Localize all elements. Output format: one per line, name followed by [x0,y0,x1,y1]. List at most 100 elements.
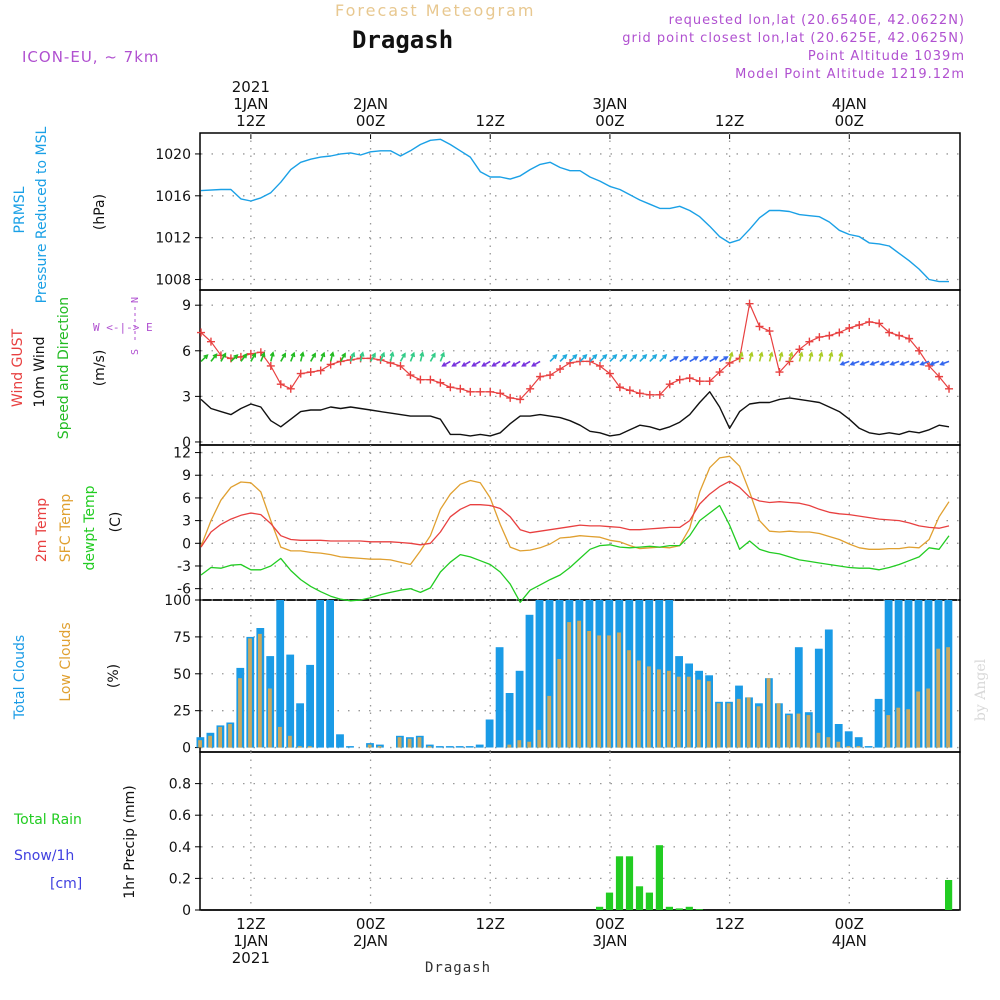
wind-direction-arrowhead [371,352,376,358]
wind-direction-arrow [880,360,890,366]
wind-gust-marker [316,366,325,375]
wind-direction-arrowhead [632,354,638,360]
wind-direction-arrow [910,360,920,366]
wind-direction-arrow [798,352,803,362]
wind-direction-arrow [290,352,295,362]
wind-direction-arrowhead [233,354,239,360]
wind-direction-arrow [719,356,728,363]
low-cloud-bar [786,715,791,748]
top-time-label: 12Z [476,112,505,130]
low-cloud-bar [517,740,522,748]
wind-direction-arrow [748,352,753,362]
total-cloud-bar [914,600,923,748]
temp-ytick-label: 12 [173,446,191,462]
wind-direction-arrowhead [269,351,275,357]
wind-direction-arrow [619,354,627,362]
pressure-ytick-label: 1012 [155,231,191,247]
bottom-time-label: 1JAN [233,932,268,950]
low-cloud-bar [637,660,641,748]
wind-direction-arrow [728,352,733,362]
bottom-time-label: 00Z [356,915,385,933]
wind-direction-arrowhead [552,354,558,360]
wind-direction-arrow [569,354,577,362]
wind-gust-marker [556,365,565,374]
wind-direction-arrowhead [713,356,719,361]
compass-n: N [130,297,141,303]
wind-gust-marker [496,389,505,398]
wind-direction-arrowhead [818,351,824,357]
wind-gust-marker [595,361,604,370]
low-cloud-bar [208,735,212,748]
wind-direction-arrowhead [501,362,507,367]
wind-direction-arrow [521,360,531,367]
wind-gust-marker [655,390,664,399]
wind-gust-marker [685,374,694,383]
wind-ytick-label: 6 [182,344,191,360]
total-cloud-bar [834,724,843,748]
temp-sfc-label: SFC Temp [58,494,74,563]
rain-bar [605,892,614,910]
wind-direction-arrowhead [419,351,425,357]
wind-ytick-label: 0 [182,435,191,451]
total-cloud-bar [904,600,913,748]
wind-direction-arrow [818,352,823,362]
wind-gust-marker [715,368,724,377]
temp-ytick-label: 3 [182,514,191,530]
total-cloud-bar [445,746,454,748]
low-cloud-bar [258,633,262,748]
clouds-unit: (%) [106,664,122,688]
wind-gust-marker [835,328,844,337]
temp-2m-line [200,480,950,548]
wind-direction-arrowhead [380,351,386,358]
temp-ytick-label: 9 [182,468,191,484]
wind-gust-marker [306,368,315,377]
wind-direction-arrowhead [673,356,679,361]
wind-direction-arrowhead [909,361,915,366]
pressure-line [200,138,949,283]
low-cloud-bar [916,691,921,748]
wind-direction-arrowhead [431,352,436,358]
wind-panel-frame [199,289,961,446]
wind-direction-arrow [850,360,860,366]
bottom-time-label: 2021 [232,949,270,967]
precip-axis-label: 1hr Precip (mm) [122,785,138,898]
low-cloud-bar [906,709,911,748]
total-cloud-bar [465,746,474,748]
total-cloud-bar [435,746,444,748]
low-cloud-bar [756,706,761,748]
grid-lines [201,133,959,911]
temp-2m-label: 2m Temp [34,498,50,562]
total-cloud-bar [286,654,295,748]
wind-direction-arrow [200,354,209,362]
wind-direction-arrowhead [531,362,537,367]
wind-direction-arrow [409,352,415,362]
total-cloud-bar [455,746,464,748]
wind-direction-arrowhead [859,361,865,366]
wind-gust-marker [945,384,954,393]
low-cloud-bar [218,726,222,748]
wind-gust-marker [935,372,944,381]
wind-direction-arrowhead [642,354,648,360]
low-cloud-bar [706,681,711,748]
requested-coords: requested lon,lat (20.6540E, 42.0622N) [669,13,965,28]
precip-ytick-label: 0 [182,903,191,919]
total-cloud-bar [296,703,304,748]
temp-panel-frame [199,444,961,601]
total-cloud-bar [525,614,534,748]
top-time-label: 3JAN [592,95,627,113]
low-cloud-bar [427,746,432,748]
wind-direction-arrowhead [838,351,844,357]
low-cloud-bar [507,744,512,748]
low-cloud-bar [547,695,552,748]
wind-direction-arrow [369,353,376,362]
low-cloud-bar [776,703,781,748]
wind-gust-marker [536,372,545,381]
wind-gust-marker [645,390,654,399]
top-time-label: 12Z [236,112,265,130]
low-cloud-bar [407,738,412,748]
low-cloud-bar [686,676,691,748]
wind-direction-arrowhead [329,351,335,357]
rain-bar [685,906,693,910]
low-cloud-bar [716,703,721,748]
